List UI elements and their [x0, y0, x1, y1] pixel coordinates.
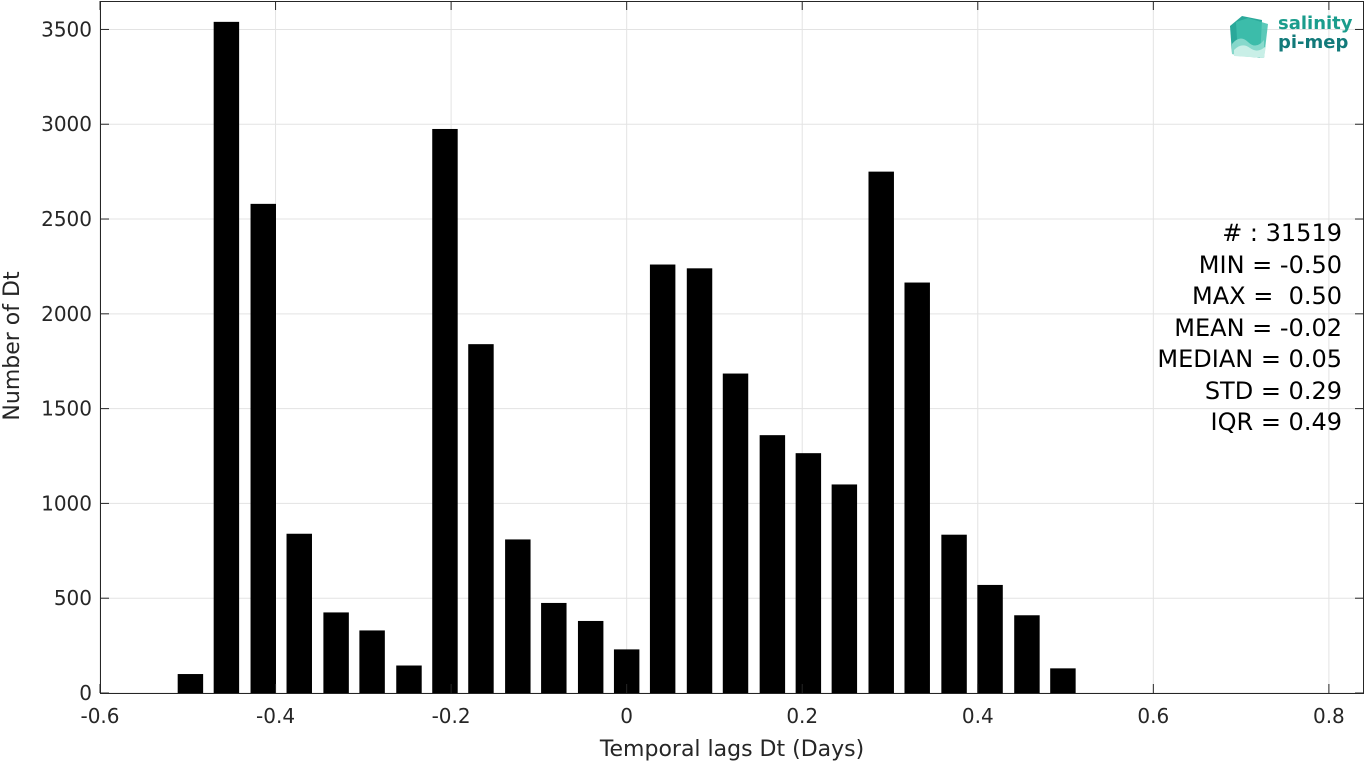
histogram-bar — [795, 453, 822, 693]
histogram-bar — [759, 435, 786, 693]
stat-iqr: IQR = 0.49 — [1210, 408, 1342, 436]
plot-frame — [100, 1, 1364, 694]
histogram-bar — [177, 674, 204, 693]
histogram-bar — [649, 264, 676, 693]
logo-line2: pi-mep — [1278, 32, 1349, 53]
histogram-bar — [722, 373, 749, 693]
y-tick-label: 1000 — [41, 491, 92, 515]
logo-text: salinity pi-mep — [1278, 14, 1353, 52]
salinity-pimep-logo: salinity pi-mep — [1228, 14, 1358, 62]
histogram-bar — [831, 484, 858, 693]
x-tick-label: 0.6 — [1137, 704, 1169, 728]
stat-mean: MEAN = -0.02 — [1174, 313, 1342, 342]
histogram-bar — [941, 534, 967, 693]
x-tick-label: 0.4 — [962, 704, 994, 728]
y-tick-label: 3000 — [41, 112, 92, 136]
y-axis-label: Number of Dt — [0, 271, 25, 421]
histogram-bar — [868, 171, 894, 694]
x-tick-label: -0.4 — [256, 704, 295, 728]
y-tick-label: 2500 — [41, 207, 92, 231]
x-tick-label: -0.6 — [80, 704, 119, 728]
stat-count: # : 31519 — [1222, 219, 1342, 247]
histogram-bar — [1014, 615, 1040, 693]
histogram-bar — [250, 203, 276, 693]
y-tick-label: 1500 — [41, 397, 92, 421]
bars — [177, 21, 1076, 694]
stat-median: MEDIAN = 0.05 — [1157, 345, 1342, 373]
y-tick-label: 500 — [54, 586, 92, 610]
y-tick-label: 2000 — [41, 302, 92, 326]
stat-max: MAX = 0.50 — [1192, 282, 1342, 310]
salinity-wave-icon — [1230, 16, 1268, 58]
grid-lines — [99, 1, 1364, 694]
histogram-bar — [904, 282, 930, 693]
x-axis-label: Temporal lags Dt (Days) — [599, 737, 864, 762]
histogram-bar — [468, 344, 494, 693]
x-tick-label: 0 — [620, 704, 633, 728]
histogram-bar — [505, 539, 531, 693]
histogram-bar — [286, 533, 312, 693]
x-tick-label: 0.8 — [1313, 704, 1345, 728]
histogram-bar — [577, 620, 604, 693]
statistics-box: # : 31519 MIN = -0.50 MAX = 0.50 MEAN = -0.… — [1157, 218, 1342, 439]
histogram-bar — [977, 584, 1003, 693]
y-tick-label: 0 — [79, 681, 92, 705]
axes-frame — [100, 1, 1364, 694]
y-ticks: 0 500 1000 1500 2000 2500 3000 3500 — [41, 17, 1364, 705]
x-ticks: -0.6 -0.4 -0.2 0 0.2 0.4 0.6 0.8 — [80, 1, 1345, 728]
histogram-bar — [396, 665, 422, 693]
histogram-bar — [686, 268, 713, 693]
histogram-bar — [323, 612, 349, 693]
histogram-bar — [432, 128, 458, 693]
x-tick-label: -0.2 — [432, 704, 471, 728]
y-tick-label: 3500 — [41, 17, 92, 41]
histogram-bar — [1050, 668, 1076, 693]
histogram-bar — [359, 630, 385, 693]
stat-min: MIN = -0.50 — [1198, 250, 1342, 279]
histogram-bar — [541, 602, 567, 693]
x-tick-label: 0.2 — [786, 704, 818, 728]
stat-std: STD = 0.29 — [1204, 376, 1342, 405]
histogram-bar — [213, 21, 240, 693]
logo-line1: salinity — [1278, 13, 1353, 34]
